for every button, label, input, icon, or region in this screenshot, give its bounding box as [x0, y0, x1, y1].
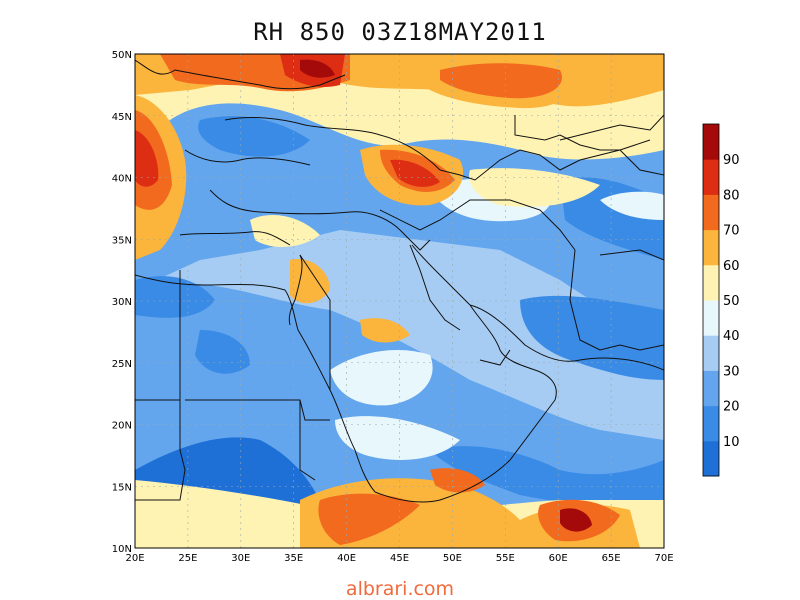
plot-frame [134, 53, 665, 549]
lat-tick-label: 40N [112, 174, 132, 185]
colorbar-swatch [703, 300, 719, 336]
lat-tick-label: 10N [112, 544, 132, 555]
lon-tick-label: 25E [178, 553, 197, 564]
lon-tick-label: 70E [654, 553, 673, 564]
lon-tick-label: 40E [337, 553, 356, 564]
colorbar-tick-label: 50 [723, 294, 740, 309]
colorbar-labels: 10 20 30 40 50 60 70 80 90 [723, 153, 740, 450]
latitude-labels: 10N 15N 20N 25N 30N 35N 40N 45N 50N [112, 50, 132, 555]
colorbar-swatch [703, 194, 719, 231]
longitude-labels: 20E 25E 30E 35E 40E 45E 50E 55E 60E 65E 70E [125, 553, 673, 564]
colorbar-tick-label: 60 [723, 259, 740, 274]
colorbar-frame [702, 123, 720, 477]
coastlines [135, 59, 664, 503]
colorbar-swatch [703, 370, 719, 407]
lat-tick-label: 20N [112, 421, 132, 432]
colorbar-swatch [703, 264, 719, 301]
lon-tick-label: 60E [549, 553, 568, 564]
chart-title: RH 850 03Z18MAY2011 [253, 18, 547, 46]
colorbar-tick-label: 70 [723, 224, 740, 239]
colorbar-tick-label: 10 [723, 435, 740, 450]
colorbar-swatch [703, 159, 719, 195]
lat-tick-label: 15N [112, 482, 132, 493]
colorbar-tick-label: 80 [723, 188, 740, 203]
colorbar [702, 123, 720, 477]
lon-tick-label: 50E [443, 553, 462, 564]
colorbar-tick-label: 90 [723, 153, 740, 168]
colorbar-swatch [703, 440, 719, 477]
colorbar-tick-label: 30 [723, 364, 740, 379]
colorbar-swatch [703, 124, 719, 160]
lat-tick-label: 35N [112, 235, 132, 246]
colorbar-tick-label: 40 [723, 329, 740, 344]
lat-tick-label: 50N [112, 50, 132, 61]
colorbar-tick-label: 20 [723, 400, 740, 415]
lat-tick-label: 25N [112, 359, 132, 370]
site-watermark: albrari.com [345, 578, 455, 600]
lon-tick-label: 45E [390, 553, 409, 564]
map-gridlines [135, 54, 664, 548]
lon-tick-label: 35E [284, 553, 303, 564]
lon-tick-label: 20E [125, 553, 144, 564]
lat-tick-label: 30N [112, 297, 132, 308]
colorbar-swatch [703, 335, 719, 371]
lat-tick-label: 45N [112, 112, 132, 123]
colorbar-swatch [703, 229, 719, 266]
lon-tick-label: 65E [602, 553, 621, 564]
lon-tick-label: 55E [496, 553, 515, 564]
colorbar-swatch [703, 405, 719, 442]
lon-tick-label: 30E [231, 553, 250, 564]
